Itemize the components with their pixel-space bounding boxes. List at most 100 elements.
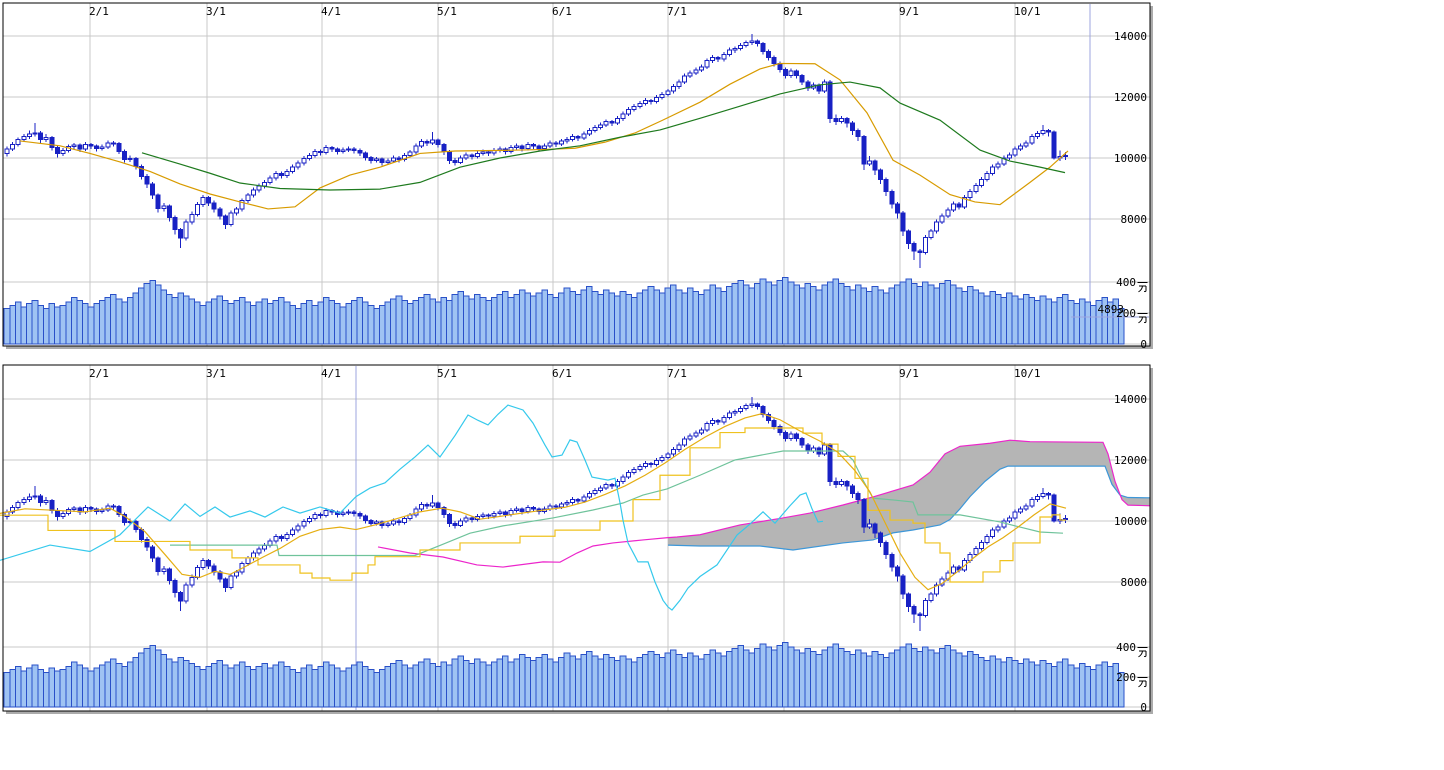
long-line-line [170, 450, 1064, 557]
candle-body [973, 547, 979, 556]
candle-body [194, 566, 200, 578]
candle-body [396, 157, 402, 161]
volume-bar [978, 292, 985, 345]
candle-body [334, 148, 340, 153]
volume-bar [726, 651, 733, 708]
candle-body [1012, 148, 1018, 156]
volume-bar [138, 287, 145, 345]
volume-bar [597, 658, 604, 708]
volume-bar [423, 293, 431, 345]
volume-bar [429, 298, 436, 345]
candle-body [357, 149, 363, 154]
volume-bar [160, 654, 168, 708]
volume-bar [278, 297, 285, 345]
volume-bar [950, 649, 957, 708]
volume-bar [793, 284, 800, 345]
volume-bar [322, 297, 330, 345]
volume-bar [905, 278, 912, 345]
volume-bar [20, 670, 28, 708]
volume-bar [474, 293, 481, 345]
candle-body [939, 215, 945, 223]
date-label: 8/1 [783, 5, 803, 18]
candle-body [872, 523, 878, 534]
volume-bar [306, 664, 313, 708]
volume-bar [222, 664, 229, 708]
candle-body [172, 216, 178, 231]
candle-body [782, 69, 788, 77]
candle-body [172, 579, 178, 594]
volume-bar [412, 664, 420, 708]
volume-bar [390, 298, 397, 345]
candle-body [687, 72, 693, 77]
candle-body [54, 146, 60, 154]
volume-bar [210, 663, 218, 708]
candle-body [497, 511, 503, 514]
candle-body [374, 158, 380, 161]
candle-body [166, 568, 172, 581]
chart-frame [2, 2, 1151, 347]
candle-body [822, 81, 828, 92]
candle-body [116, 142, 122, 152]
candle-body [614, 118, 620, 124]
candle-body [418, 141, 424, 147]
volume-bar [630, 297, 638, 345]
candle-body [822, 444, 828, 455]
volume-bar [535, 292, 543, 345]
candle-body [21, 499, 27, 504]
volume-bar [530, 295, 537, 345]
candle-body [340, 149, 346, 153]
volume-bar [149, 279, 156, 345]
candle-body [799, 75, 805, 83]
candle-body [413, 145, 419, 153]
candle-body [480, 514, 486, 517]
candle-body [749, 403, 755, 407]
candle-body [138, 166, 144, 177]
volume-bar [989, 290, 996, 345]
candlestick-chart-ichimoku-bottom: 2/1 3/1 4/1 5/1 6/1 7/1 8/1 9/1 10/1 14000 12000 10… [0, 364, 1153, 714]
volume-bar [922, 281, 929, 345]
date-label: 4/1 [321, 5, 341, 18]
volume-bar [1056, 297, 1064, 345]
volume-bar [810, 651, 817, 708]
volume-bar [451, 293, 459, 345]
candle-body [698, 429, 704, 434]
volume-bar [731, 648, 739, 708]
volume-bar [1006, 657, 1013, 708]
volume-bar [1034, 300, 1041, 345]
candle-body [183, 584, 189, 602]
volume-bar [278, 661, 285, 708]
candle-body [351, 148, 357, 151]
candle-body [234, 208, 240, 214]
candle-body [850, 485, 856, 495]
candle-body [273, 172, 279, 179]
volume-bar [31, 664, 39, 708]
volume-bar [983, 295, 991, 345]
volume-bar [614, 660, 621, 708]
volume-bar [65, 301, 72, 345]
candle-body [581, 133, 587, 139]
candle-body [883, 541, 889, 556]
volume-bar [1011, 660, 1019, 708]
candle-body [984, 172, 990, 180]
candle-body [273, 535, 279, 542]
candle-body [217, 208, 223, 217]
candle-body [32, 495, 38, 498]
volume-bar [625, 658, 632, 708]
volume-bar [1090, 669, 1097, 708]
ma-25-line [19, 62, 1069, 210]
volume-bar [1011, 295, 1019, 345]
candle-body [222, 578, 228, 588]
volume-bar [1000, 661, 1008, 708]
axis-labels: 2/1 3/1 4/1 5/1 6/1 7/1 8/1 9/1 10/1 14000 12000 10… [89, 5, 1148, 351]
candle-body [262, 544, 268, 550]
candle-body [267, 177, 273, 183]
candle-body [222, 215, 228, 225]
candle-body [726, 49, 732, 56]
candle-body [463, 154, 469, 159]
volume-bar [199, 669, 207, 708]
volume-bar [698, 658, 705, 708]
volume-bar [98, 664, 106, 708]
candle-body [491, 512, 497, 517]
volume-bar [222, 300, 229, 345]
candle-body [810, 447, 816, 452]
